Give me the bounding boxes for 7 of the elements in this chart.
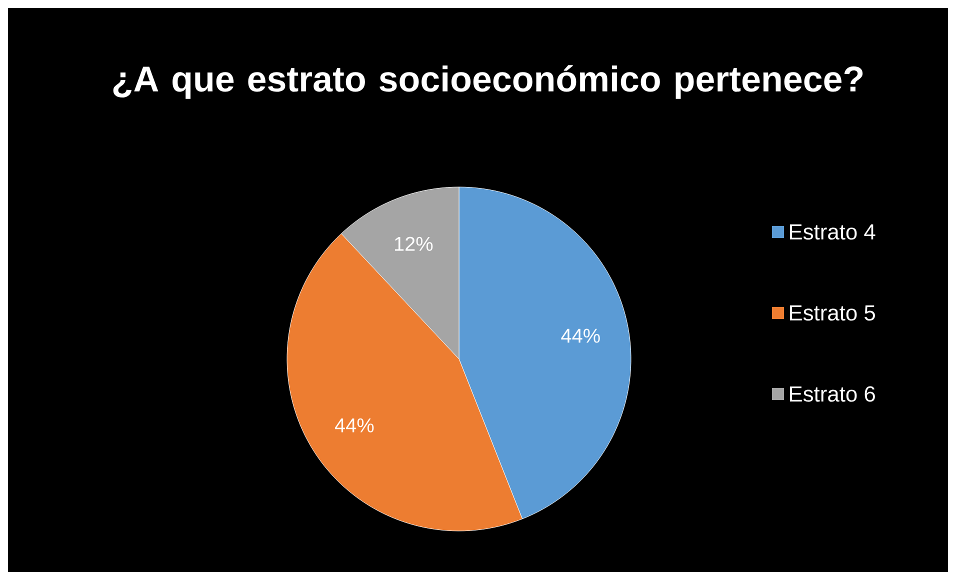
chart-title: ¿A que estrato socioeconómico pertenece?	[113, 65, 863, 99]
legend-label: Estrato 4	[790, 224, 876, 240]
data-label: 12%	[394, 236, 433, 251]
legend-label: Estrato 5	[790, 305, 875, 321]
legend-label: Estrato 6	[790, 386, 875, 402]
data-label: 44%	[334, 418, 374, 432]
data-label: 44%	[561, 328, 600, 343]
